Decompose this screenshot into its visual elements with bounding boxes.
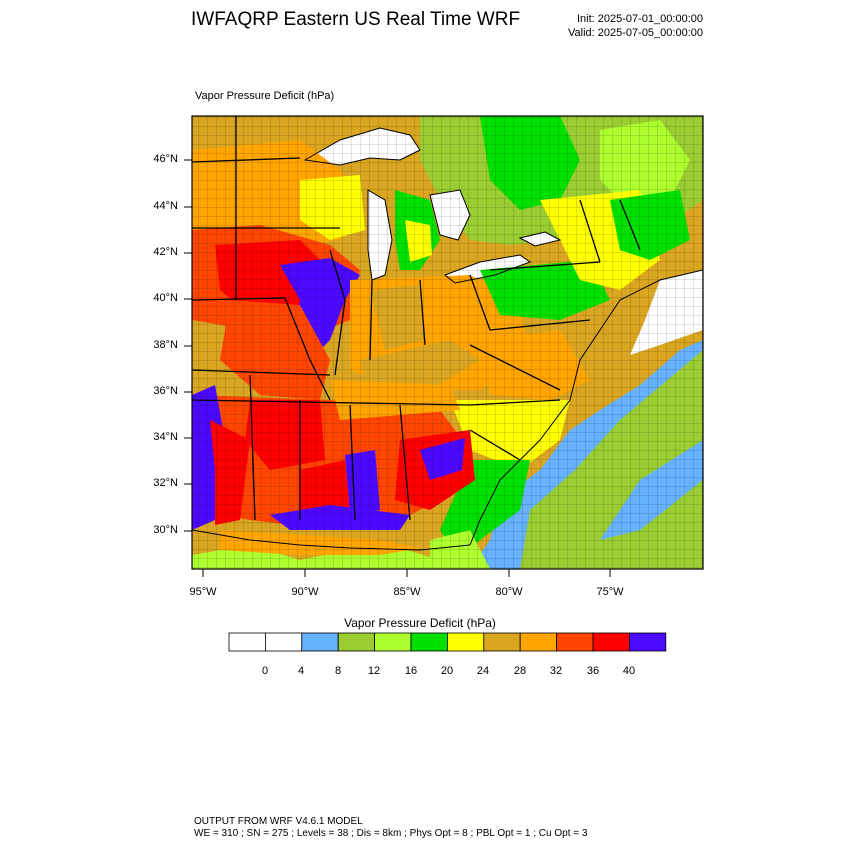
colorbar-swatch xyxy=(556,632,594,652)
lat-tick-label: 46°N xyxy=(153,153,178,165)
colorbar-tick-label: 40 xyxy=(622,665,636,677)
colorbar-swatch xyxy=(592,632,630,652)
colorbar-tick-label: 28 xyxy=(513,665,527,677)
lat-tick-label: 30°N xyxy=(153,524,178,536)
lat-tick-label: 40°N xyxy=(153,292,178,304)
coastlines xyxy=(192,127,703,551)
colorbar-swatch xyxy=(519,632,558,652)
colorbar-swatch xyxy=(446,632,485,652)
plot-title: IWFAQRP Eastern US Real Time WRF xyxy=(191,9,521,30)
colorbar xyxy=(228,632,667,652)
vpd-field xyxy=(192,116,703,569)
colorbar-swatch xyxy=(337,632,376,652)
lat-tick-marks xyxy=(184,159,192,532)
valid-time: Valid: 2025-07-05_00:00:00 xyxy=(568,27,703,39)
colorbar-tick-label: 4 xyxy=(297,665,305,677)
lat-tick-label: 34°N xyxy=(153,431,178,443)
lon-tick-label: 95°W xyxy=(189,586,217,598)
lon-tick-label: 75°W xyxy=(596,586,624,598)
colorbar-tick-label: 24 xyxy=(476,665,490,677)
colorbar-swatch xyxy=(264,632,303,652)
colorbar-title: Vapor Pressure Deficit (hPa) xyxy=(344,616,496,630)
lat-tick-label: 44°N xyxy=(153,200,178,212)
lon-tick-label: 85°W xyxy=(393,586,421,598)
colorbar-tick-label: 12 xyxy=(367,665,381,677)
map-field-label: Vapor Pressure Deficit (hPa) xyxy=(195,90,335,102)
init-time: Init: 2025-07-01_00:00:00 xyxy=(577,13,703,25)
lon-tick-marks xyxy=(202,569,611,577)
county-lines xyxy=(192,116,703,569)
lon-tick-label: 80°W xyxy=(495,586,523,598)
colorbar-swatch xyxy=(629,632,667,652)
colorbar-swatch xyxy=(410,632,448,652)
colorbar-swatch xyxy=(483,632,521,652)
colorbar-swatch xyxy=(301,632,339,652)
map-border xyxy=(191,115,704,570)
colorbar-swatch xyxy=(374,632,412,652)
lat-tick-label: 32°N xyxy=(153,477,178,489)
colorbar-swatch xyxy=(228,632,266,652)
lat-tick-label: 42°N xyxy=(153,246,178,258)
lon-tick-label: 90°W xyxy=(291,586,319,598)
colorbar-tick-label: 8 xyxy=(334,665,342,677)
colorbar-tick-label: 36 xyxy=(586,665,600,677)
colorbar-tick-label: 0 xyxy=(261,665,269,677)
colorbar-tick-label: 20 xyxy=(440,665,454,677)
colorbar-tick-label: 16 xyxy=(404,665,418,677)
lat-tick-label: 36°N xyxy=(153,385,178,397)
state-boundaries xyxy=(192,116,641,521)
colorbar-tick-label: 32 xyxy=(549,665,563,677)
footer-model-options: WE = 310 ; SN = 275 ; Levels = 38 ; Dis … xyxy=(194,828,588,839)
footer-model-info: OUTPUT FROM WRF V4.6.1 MODEL xyxy=(194,816,363,827)
lat-tick-label: 38°N xyxy=(153,339,178,351)
